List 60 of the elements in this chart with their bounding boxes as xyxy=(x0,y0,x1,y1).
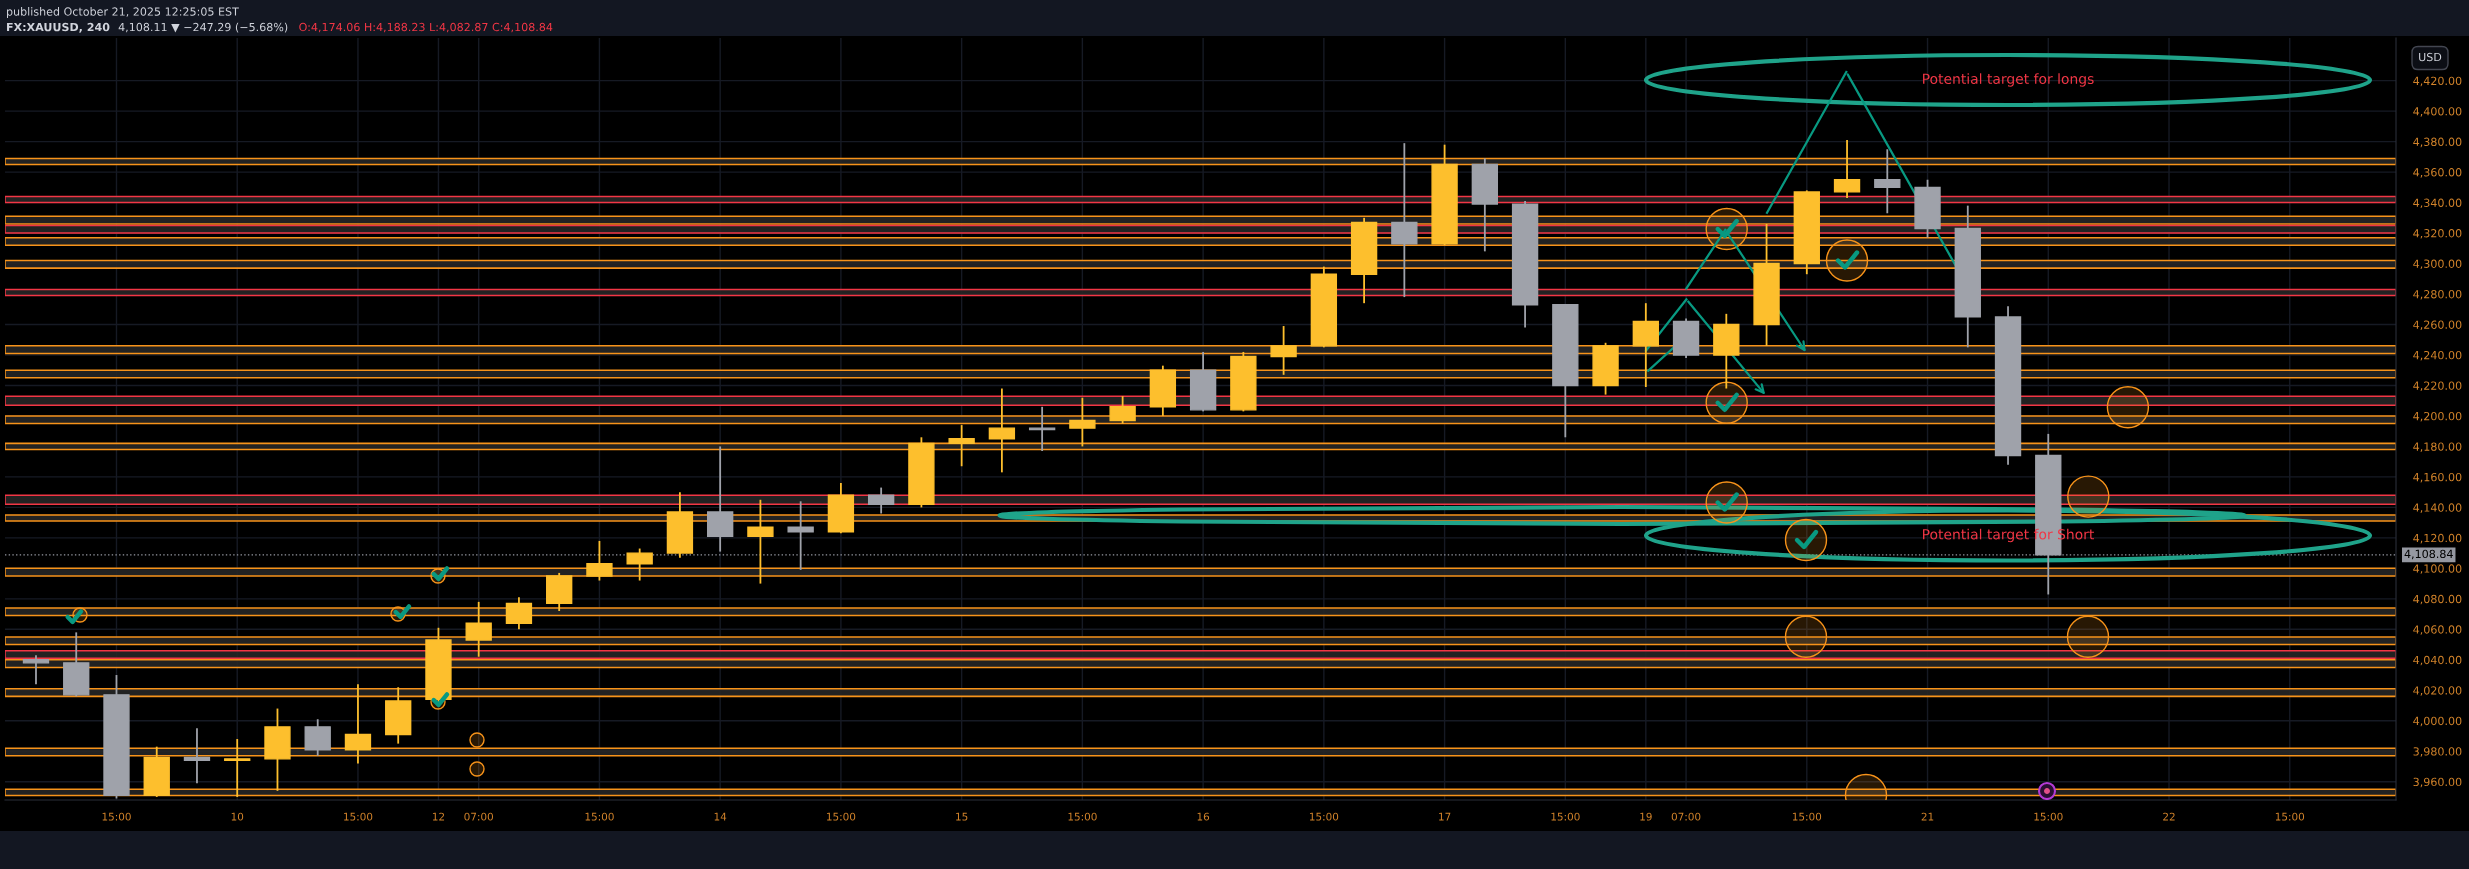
annotation: Potential target for longs xyxy=(1923,73,2094,87)
candlestick xyxy=(1028,405,1056,452)
candlestick xyxy=(183,727,211,785)
y-tick-label: 4,400.00 xyxy=(2413,107,2462,117)
y-tick-label: 4,240.00 xyxy=(2413,350,2462,361)
y-tick-label: 4,160.00 xyxy=(2413,472,2462,483)
y-tick-label: 4,220.00 xyxy=(2413,381,2462,391)
x-tick-label: 14 xyxy=(714,812,727,821)
y-tick-label: 4,340.00 xyxy=(2413,198,2462,209)
x-tick-label: 07:00 xyxy=(464,812,494,821)
x-tick-label: 15:00 xyxy=(1068,812,1097,821)
y-tick-label: 4,180.00 xyxy=(2413,442,2462,452)
x-tick-label: 22 xyxy=(2163,812,2175,821)
text: 4,108.11 ▼ −247.29 (−5.68%) xyxy=(118,22,288,33)
x-tick-label: 12 xyxy=(432,812,445,821)
y-tick-label: 4,000.00 xyxy=(2413,716,2462,727)
x-tick-label: 15:00 xyxy=(102,812,131,821)
candlestick xyxy=(224,738,251,798)
x-tick-label: 15:00 xyxy=(344,812,373,821)
candlestick xyxy=(948,424,975,468)
candlestick xyxy=(747,498,774,585)
y-tick-label: 4,100.00 xyxy=(2413,564,2462,574)
y-tick-label: 4,140.00 xyxy=(2413,503,2462,513)
x-tick-label: 15:00 xyxy=(2275,812,2305,821)
y-tick-label: 4,420.00 xyxy=(2413,76,2462,87)
y-tick-label: 4,300.00 xyxy=(2413,259,2462,270)
candlestick xyxy=(1874,148,1901,215)
y-tick-label: 4,120.00 xyxy=(2413,533,2462,544)
chart-title: FX:XAUUSD, 240 xyxy=(7,22,110,33)
x-tick-label: 19 xyxy=(1640,812,1652,821)
y-tick-label: 4,320.00 xyxy=(2413,229,2462,239)
y-tick-label: 4,380.00 xyxy=(2413,137,2462,148)
x-tick-label: 07:00 xyxy=(1671,812,1701,821)
x-tick-label: 15:00 xyxy=(1309,812,1339,821)
y-tick-label: 4,040.00 xyxy=(2413,655,2462,666)
ref-line-label: 4,108.84 xyxy=(2404,549,2453,560)
candlestick xyxy=(22,654,50,686)
text: O:4,174.06 H:4,188.23 L:4,082.87 C:4,108.84 xyxy=(299,22,553,33)
x-tick-label: 15:00 xyxy=(585,812,614,821)
y-tick-label: 4,360.00 xyxy=(2413,168,2462,178)
x-tick-label: 16 xyxy=(1197,812,1210,821)
y-tick-label: 3,960.00 xyxy=(2413,777,2462,788)
chart-subtitle: published October 21, 2025 12:25:05 EST xyxy=(7,7,239,18)
y-tick-label: 3,980.00 xyxy=(2413,747,2462,757)
y-tick-label: 4,260.00 xyxy=(2413,320,2462,331)
x-tick-label: 10 xyxy=(231,812,244,821)
x-tick-label: 21 xyxy=(1921,812,1934,821)
y-tick-label: 4,280.00 xyxy=(2413,290,2462,300)
y-tick-label: 4,200.00 xyxy=(2413,411,2462,422)
x-tick-label: 15:00 xyxy=(2034,812,2063,821)
x-tick-label: 15:00 xyxy=(827,812,856,821)
x-tick-label: 15 xyxy=(956,812,968,821)
y-tick-label: 4,020.00 xyxy=(2413,686,2462,696)
x-tick-label: 15:00 xyxy=(1551,812,1580,821)
y-axis-title: USD xyxy=(2419,52,2442,62)
y-tick-label: 4,080.00 xyxy=(2413,594,2462,605)
x-tick-label: 15:00 xyxy=(1792,812,1822,821)
x-tick-label: 17 xyxy=(1439,812,1451,821)
y-tick-label: 4,060.00 xyxy=(2413,625,2462,635)
candlestick xyxy=(988,387,1016,474)
